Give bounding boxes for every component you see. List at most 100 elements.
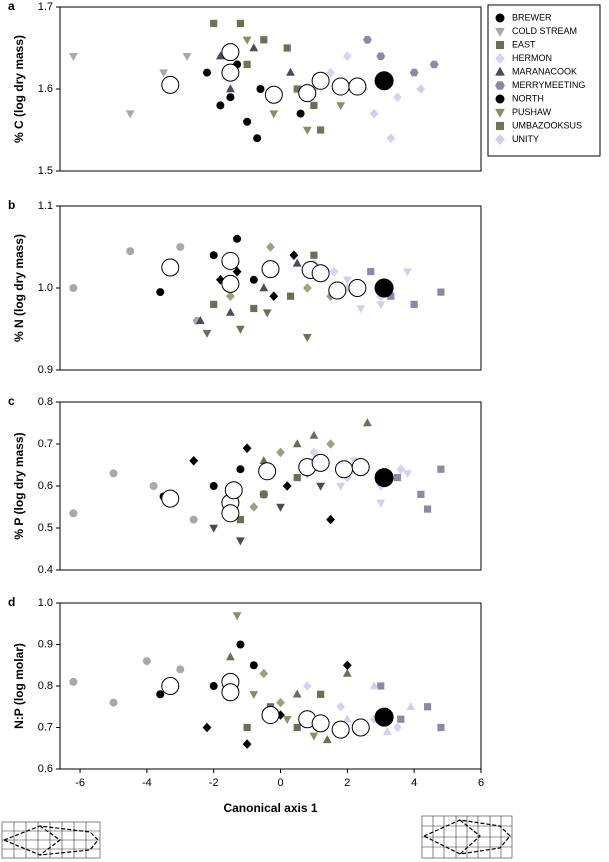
x-tick-label: 4 — [411, 777, 417, 789]
point — [149, 482, 158, 490]
point — [209, 524, 219, 533]
point — [226, 652, 235, 661]
centroid — [161, 258, 180, 277]
point — [387, 292, 395, 300]
y-tick-label: 1.7 — [38, 1, 53, 13]
point — [356, 305, 366, 314]
point — [369, 108, 379, 119]
point — [209, 251, 218, 260]
centroid — [221, 683, 240, 702]
point — [243, 60, 251, 68]
legend-label: COLD STREAM — [512, 26, 577, 36]
centroid — [311, 71, 330, 90]
y-tick-label: 0.9 — [38, 638, 53, 650]
point — [259, 668, 269, 679]
point — [249, 502, 259, 512]
point — [260, 36, 268, 44]
centroid — [374, 468, 394, 488]
centroid — [264, 85, 283, 104]
point — [293, 474, 301, 482]
point — [232, 266, 242, 277]
point — [242, 739, 252, 749]
point — [296, 109, 305, 118]
centroid — [261, 260, 280, 279]
centroid — [161, 677, 180, 695]
point — [243, 723, 251, 732]
point — [259, 456, 269, 464]
point — [429, 60, 439, 69]
centroid — [351, 458, 370, 477]
point — [396, 464, 406, 474]
centroid — [258, 462, 277, 481]
centroid — [351, 718, 370, 737]
legend-label: MARANACOOK — [512, 66, 577, 76]
y-tick-label: 0.5 — [38, 522, 53, 534]
point — [386, 133, 396, 143]
point — [336, 102, 346, 111]
point — [69, 509, 78, 518]
point — [250, 304, 258, 313]
y-tick-label: 1.5 — [38, 165, 53, 177]
centroid — [221, 43, 240, 62]
centroid — [328, 281, 347, 300]
point — [342, 660, 352, 670]
centroid — [348, 77, 367, 96]
point — [209, 682, 218, 690]
point — [317, 126, 325, 134]
point — [156, 288, 165, 297]
point — [256, 85, 265, 93]
point — [336, 702, 346, 712]
point — [216, 101, 225, 110]
legend-label: HERMON — [512, 53, 552, 63]
legend-marker — [495, 40, 505, 50]
legend-marker — [495, 94, 505, 104]
point — [326, 67, 335, 78]
point — [156, 690, 165, 699]
point — [182, 53, 192, 61]
centroid — [161, 489, 180, 508]
legend-marker — [495, 81, 505, 90]
point — [292, 689, 302, 698]
x-tick-label: 6 — [478, 777, 484, 789]
centroid — [224, 481, 243, 500]
y-tick-label: 1.0 — [38, 282, 53, 294]
point — [242, 36, 252, 45]
point — [226, 93, 235, 102]
point — [423, 505, 432, 513]
x-axis-label: Canonical axis 1 — [223, 801, 317, 815]
point — [236, 465, 245, 474]
panel-label: a — [8, 0, 15, 13]
point — [437, 288, 445, 296]
point — [342, 668, 352, 677]
y-tick-label: 0.6 — [38, 763, 53, 775]
point — [276, 697, 285, 708]
point — [282, 716, 292, 724]
point — [249, 691, 259, 700]
legend-label: BREWER — [512, 12, 552, 22]
centroid — [331, 77, 350, 96]
legend-marker — [495, 134, 505, 145]
point — [393, 722, 402, 733]
point — [202, 329, 212, 338]
legend-box — [487, 4, 601, 157]
point — [369, 681, 379, 690]
fish-right — [421, 815, 513, 859]
legend-label: NORTH — [512, 93, 544, 103]
centroid — [221, 274, 240, 293]
point — [202, 722, 212, 733]
centroid — [374, 707, 394, 727]
point — [302, 126, 312, 135]
y-axis-label: % P (log dry mass) — [12, 432, 26, 539]
legend-label: UNITY — [512, 134, 539, 144]
point — [342, 276, 352, 285]
point — [316, 482, 325, 491]
point — [423, 703, 432, 711]
centroid — [331, 720, 350, 739]
point — [310, 101, 318, 109]
y-tick-label: 0.7 — [38, 721, 53, 733]
legend-label: PUSHAW — [512, 107, 552, 117]
point — [363, 36, 372, 44]
point — [126, 247, 135, 256]
point — [236, 325, 245, 334]
point — [409, 68, 419, 77]
